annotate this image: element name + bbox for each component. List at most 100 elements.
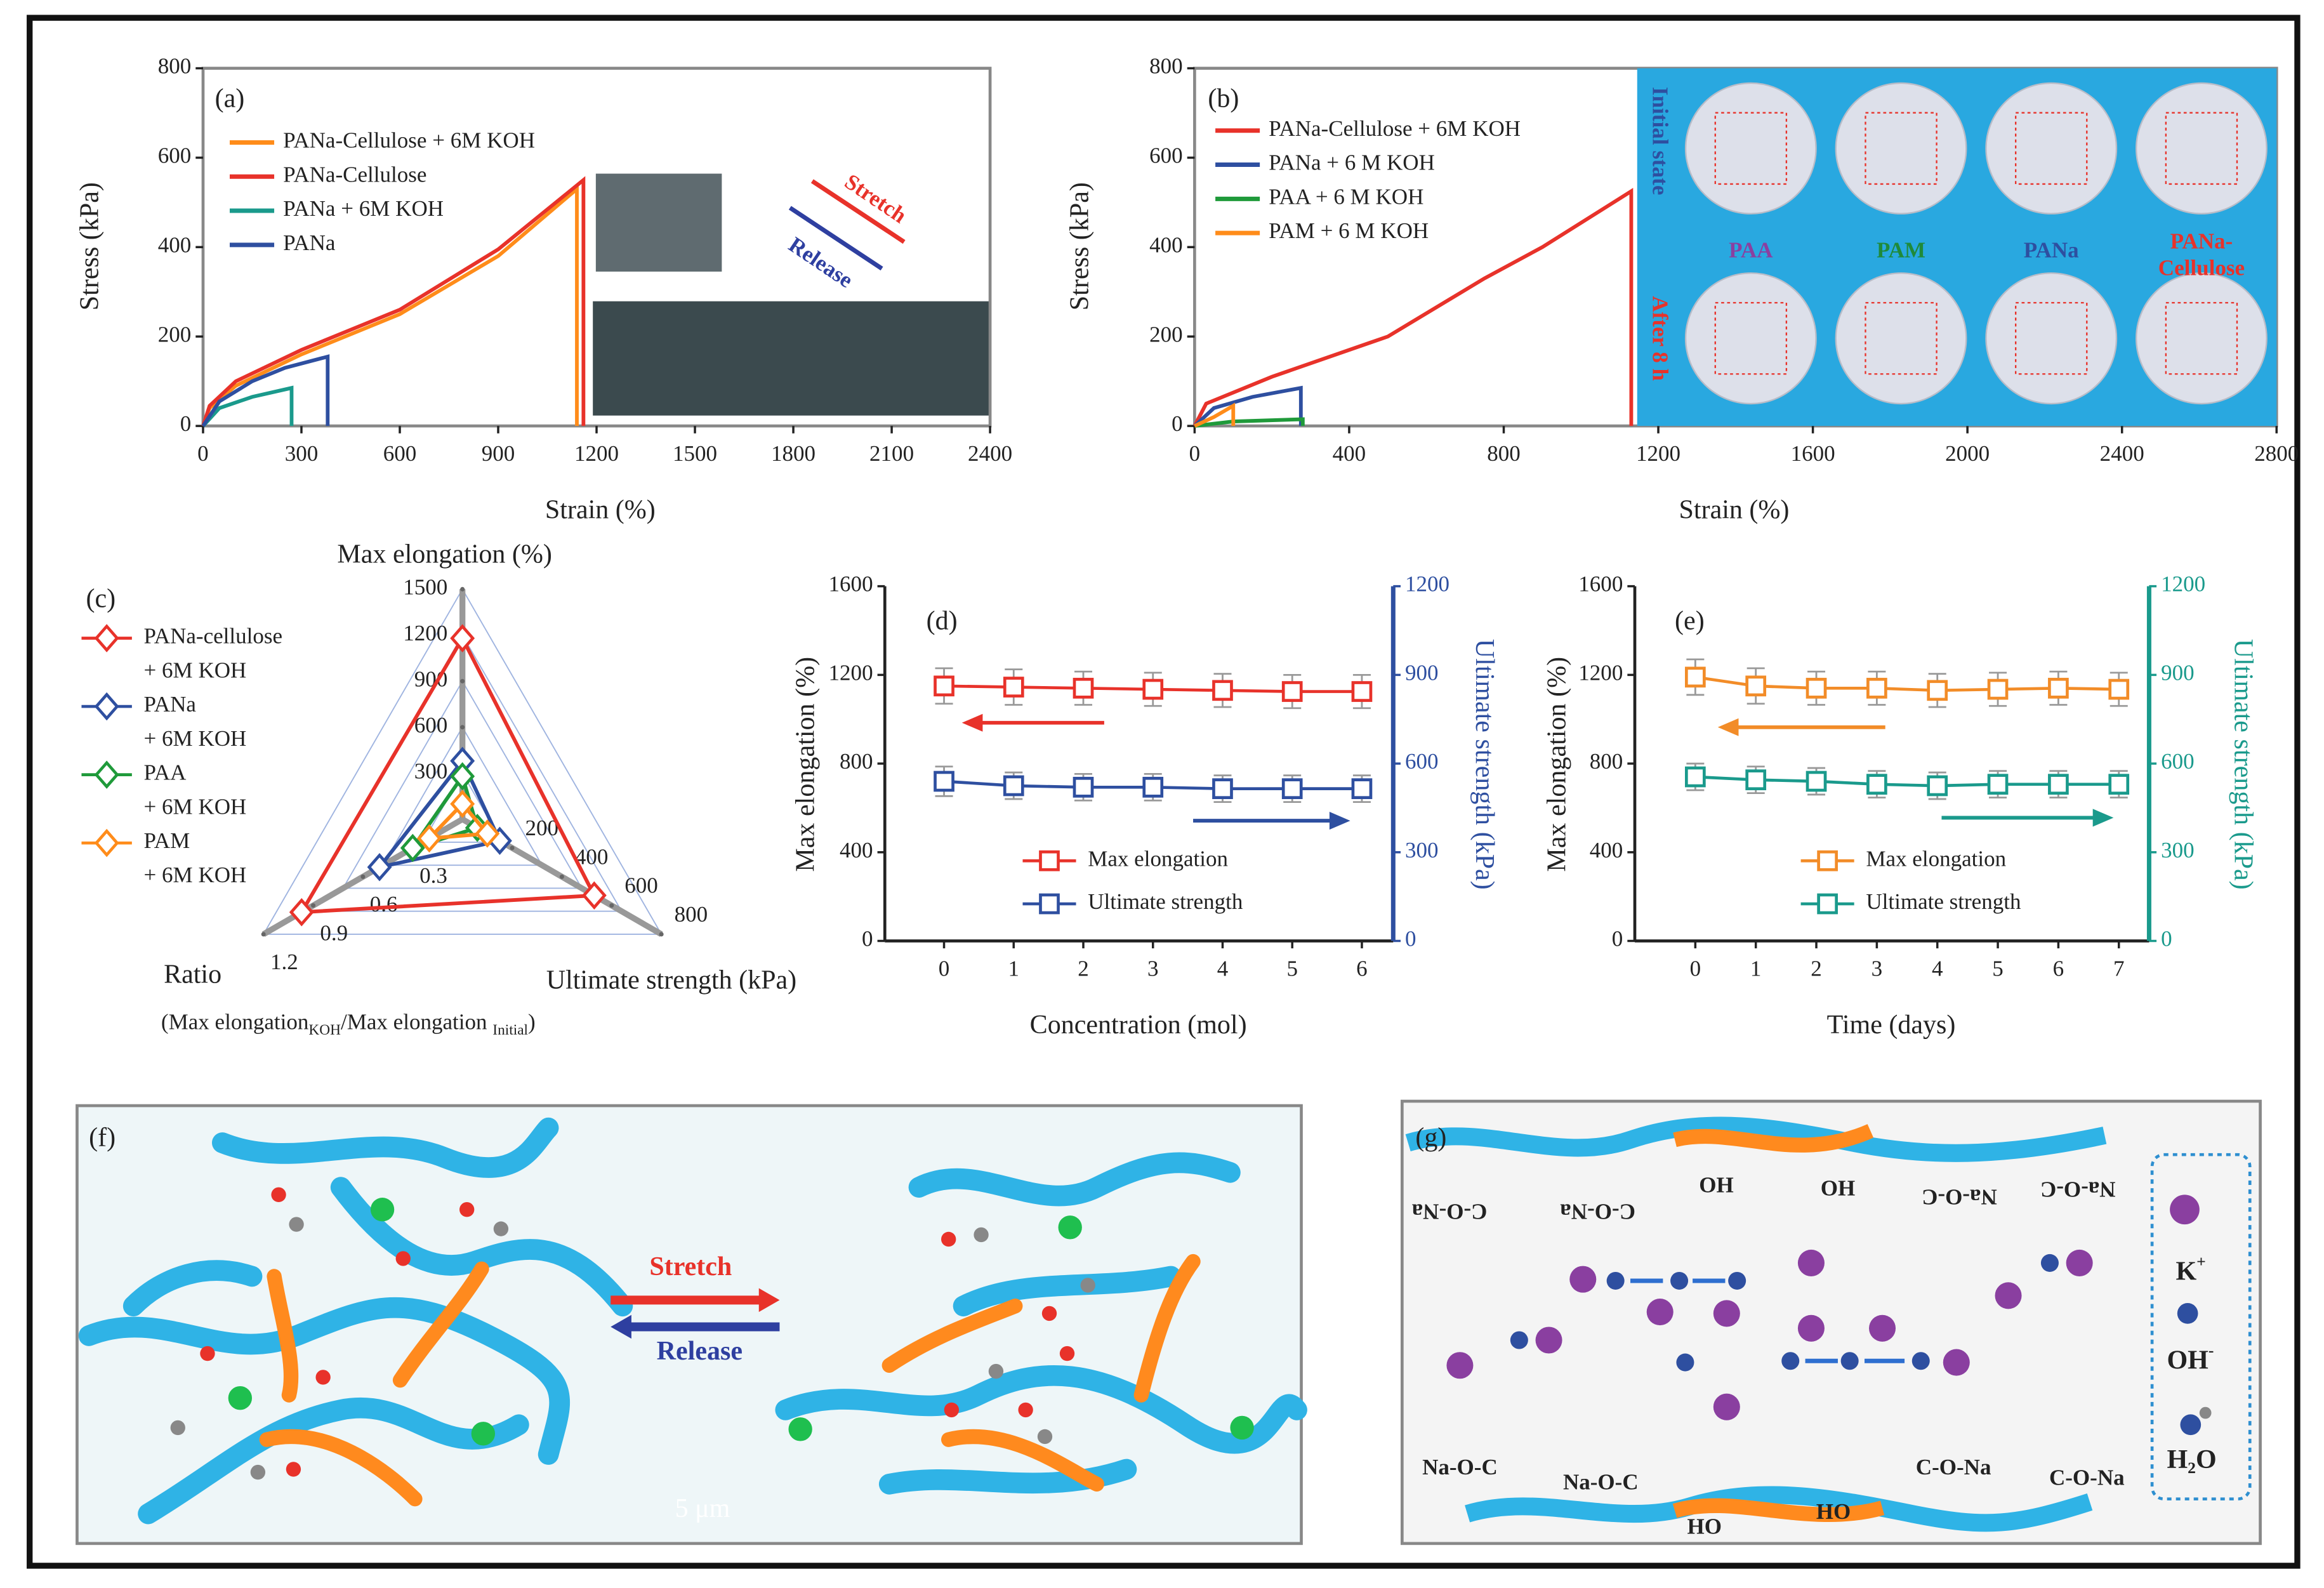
legend-label: PAM + 6 M KOH — [1269, 218, 1429, 243]
y-tick-label: 1600 — [829, 572, 873, 597]
sample-outline — [1714, 112, 1788, 185]
grid-line — [381, 725, 543, 866]
legend-marker — [94, 692, 119, 721]
marker — [450, 624, 475, 652]
sample-dish — [1684, 82, 1817, 215]
line-series — [1194, 402, 1236, 428]
y-tick-label: 1200 — [1578, 660, 1623, 685]
y-tick-label: 800 — [1149, 54, 1183, 79]
chart: 0 400 800 1200 1600 2000 2400 2800 0 200 400 600 800… — [1066, 54, 2299, 525]
y2-axis-title: Ultimate strength (kPa) — [2229, 639, 2258, 890]
marker — [1073, 776, 1094, 798]
x-tick-label: 6 — [2053, 956, 2064, 981]
x-axis-title: Concentration (mol) — [1030, 1010, 1247, 1040]
marker — [581, 881, 607, 910]
x-tick-label: 2400 — [968, 441, 1012, 466]
y-tick-label: 200 — [1149, 322, 1183, 347]
marker — [1003, 677, 1024, 698]
release-label: Release — [657, 1337, 743, 1366]
marker — [1073, 677, 1094, 699]
legend-label: PANa — [283, 230, 336, 255]
axis-tick-label: 600 — [624, 873, 658, 898]
diagram-g: (g) C-O-Na C-O-Na OH OH Na-O-C Na-O-C Na… — [1401, 1099, 2262, 1545]
marker — [934, 675, 954, 697]
y-tick-label: 400 — [840, 838, 873, 863]
legend-box — [2150, 1153, 2252, 1501]
marker — [1745, 675, 1767, 697]
group-label: OH — [1821, 1175, 1855, 1200]
x-tick-label: 0 — [1189, 441, 1201, 466]
panel-label: (d) — [927, 607, 958, 636]
marker — [1142, 678, 1164, 700]
y2-tick-label: 900 — [1405, 660, 1439, 685]
cellulose-chains — [259, 1254, 1201, 1507]
line-series — [1193, 385, 1303, 428]
axis-tick-label: 200 — [525, 816, 558, 840]
sample-dish — [1835, 272, 1967, 405]
line-series — [201, 176, 586, 427]
x-tick-label: 1200 — [1636, 441, 1680, 466]
marker — [1745, 769, 1767, 791]
legend-text: K — [2175, 1257, 2196, 1286]
legend-charge: + — [2196, 1252, 2206, 1271]
marker — [1212, 680, 1233, 701]
marker — [416, 824, 442, 853]
y-axis-title: Max elongation (%) — [1543, 657, 1572, 872]
panel-label: (g) — [1415, 1123, 1446, 1152]
marker — [1212, 778, 1233, 800]
y2-tick-label: 1200 — [2161, 572, 2205, 597]
marker — [1806, 771, 1827, 792]
legend-label: Ultimate strength — [1088, 889, 1243, 914]
y-tick-label: 800 — [1590, 749, 1623, 774]
axis-tick — [311, 903, 316, 908]
group-label: Na-O-C — [1422, 1455, 1498, 1479]
legend-label: PANa + 6M KOH — [283, 196, 444, 221]
marker — [1142, 776, 1164, 798]
group-label: OH — [1699, 1173, 1733, 1198]
sample-label: PANa-Cellulose — [2158, 229, 2245, 281]
legend-label: PANa-Cellulose + 6M KOH — [1269, 116, 1521, 141]
group-label: C-O-Na — [2049, 1465, 2125, 1490]
group-label: HO — [1687, 1514, 1722, 1539]
x-axis-title: Strain (%) — [1679, 495, 1790, 524]
stretch-label: Stretch — [649, 1252, 732, 1281]
panel-label: (c) — [86, 585, 116, 614]
legend-text: OH — [2167, 1346, 2208, 1375]
photo — [593, 301, 991, 416]
y2-tick-label: 300 — [2161, 838, 2195, 863]
x-tick-label: 0 — [939, 956, 950, 981]
x-tick-label: 5 — [1286, 956, 1298, 981]
axis-tick — [510, 845, 515, 850]
axis-tick — [460, 678, 465, 684]
y-axis-title: Max elongation (%) — [791, 657, 820, 872]
x-tick-label: 2800 — [2254, 441, 2299, 466]
sample-dish — [1985, 82, 2118, 215]
y-tick-label: 800 — [158, 54, 192, 79]
x-tick-label: 1800 — [771, 441, 815, 466]
marker — [1685, 766, 1706, 788]
axis-note-part: KOH — [308, 1022, 341, 1038]
axis-tick — [460, 586, 465, 592]
y-tick-label: 600 — [158, 143, 192, 168]
x-tick-label: 6 — [1356, 956, 1368, 981]
x-tick-label: 600 — [383, 441, 417, 466]
axis-note-part: (Max elongation — [161, 1009, 308, 1034]
axis-tick-label: 0.6 — [370, 892, 398, 916]
y-tick-label: 0 — [862, 927, 873, 951]
axis-tick-label: 1200 — [403, 621, 447, 645]
marker — [1806, 677, 1827, 699]
marker — [1866, 677, 1887, 699]
y-tick-label: 800 — [840, 749, 873, 774]
x-tick-label: 800 — [1487, 441, 1521, 466]
x-tick-label: 2100 — [869, 441, 914, 466]
legend-label: PAA + 6 M KOH — [1269, 184, 1423, 209]
x-tick-label: 2 — [1811, 956, 1822, 981]
x-tick-label: 4 — [1217, 956, 1229, 981]
panel-frame — [1401, 1099, 2262, 1545]
axis-tick-label: 0.3 — [419, 863, 447, 888]
marker — [2048, 774, 2069, 795]
y-tick-label: 400 — [1590, 838, 1623, 863]
marker — [450, 762, 475, 791]
line-series — [201, 185, 579, 427]
